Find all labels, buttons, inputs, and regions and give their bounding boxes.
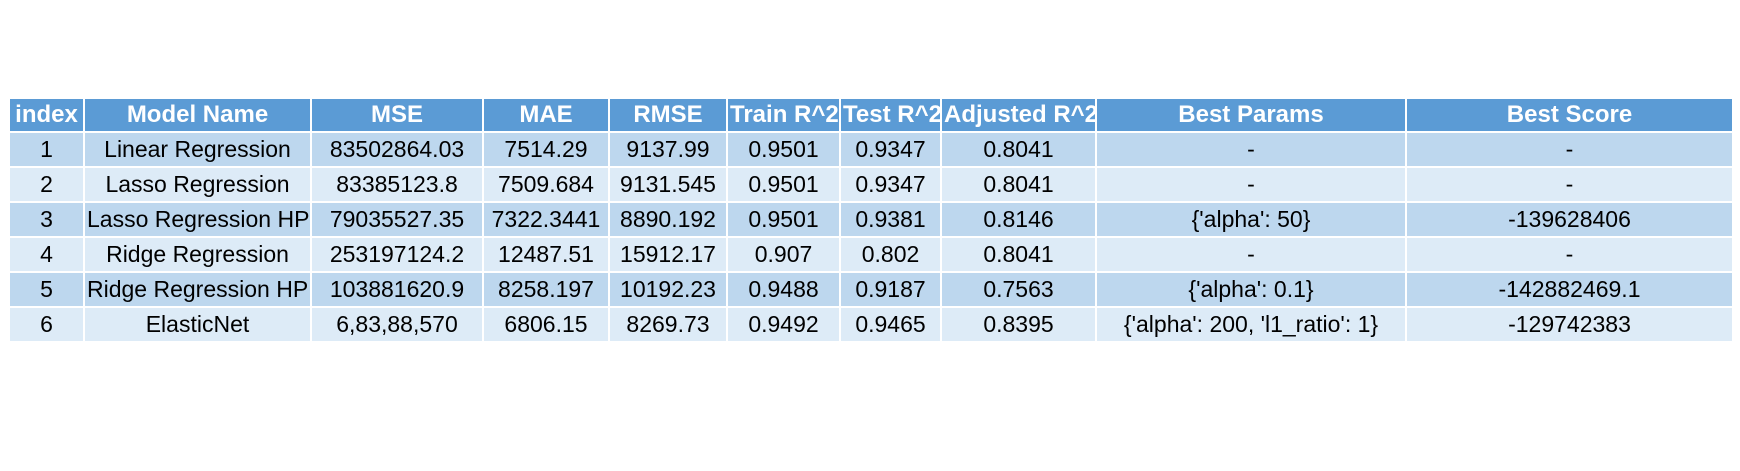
- cell-train-r2: 0.9501: [726, 201, 841, 238]
- cell-best-params: -: [1095, 166, 1407, 203]
- cell-model-name: Lasso Regression HP: [83, 201, 312, 238]
- cell-mse: 103881620.9: [310, 271, 484, 308]
- table-row: 6 ElasticNet 6,83,88,570 6806.15 8269.73…: [8, 306, 1734, 343]
- cell-index: 2: [8, 166, 85, 203]
- cell-adjusted-r2: 0.8041: [940, 236, 1097, 273]
- cell-index: 6: [8, 306, 85, 343]
- header-adjusted-r2: Adjusted R^2: [940, 97, 1097, 133]
- cell-train-r2: 0.9501: [726, 131, 841, 168]
- cell-index: 4: [8, 236, 85, 273]
- header-rmse: RMSE: [608, 97, 728, 133]
- cell-train-r2: 0.907: [726, 236, 841, 273]
- cell-train-r2: 0.9492: [726, 306, 841, 343]
- table-row: 1 Linear Regression 83502864.03 7514.29 …: [8, 131, 1734, 168]
- cell-best-params: {'alpha': 50}: [1095, 201, 1407, 238]
- cell-model-name: Linear Regression: [83, 131, 312, 168]
- cell-best-score: -129742383: [1405, 306, 1734, 343]
- cell-index: 1: [8, 131, 85, 168]
- cell-test-r2: 0.9347: [839, 131, 942, 168]
- header-train-r2: Train R^2: [726, 97, 841, 133]
- header-row: index Model Name MSE MAE RMSE Train R^2 …: [8, 97, 1734, 133]
- cell-rmse: 8269.73: [608, 306, 728, 343]
- cell-mse: 253197124.2: [310, 236, 484, 273]
- cell-test-r2: 0.9381: [839, 201, 942, 238]
- results-table-container: index Model Name MSE MAE RMSE Train R^2 …: [8, 97, 1734, 343]
- cell-index: 3: [8, 201, 85, 238]
- cell-mse: 6,83,88,570: [310, 306, 484, 343]
- cell-rmse: 9131.545: [608, 166, 728, 203]
- table-row: 4 Ridge Regression 253197124.2 12487.51 …: [8, 236, 1734, 273]
- cell-best-params: {'alpha': 0.1}: [1095, 271, 1407, 308]
- cell-best-score: -: [1405, 236, 1734, 273]
- header-test-r2: Test R^2: [839, 97, 942, 133]
- cell-adjusted-r2: 0.8146: [940, 201, 1097, 238]
- cell-train-r2: 0.9501: [726, 166, 841, 203]
- cell-rmse: 10192.23: [608, 271, 728, 308]
- cell-test-r2: 0.9187: [839, 271, 942, 308]
- table-row: 5 Ridge Regression HP 103881620.9 8258.1…: [8, 271, 1734, 308]
- cell-model-name: Lasso Regression: [83, 166, 312, 203]
- cell-mae: 7514.29: [482, 131, 610, 168]
- header-best-score: Best Score: [1405, 97, 1734, 133]
- cell-model-name: Ridge Regression HP: [83, 271, 312, 308]
- header-best-params: Best Params: [1095, 97, 1407, 133]
- header-mse: MSE: [310, 97, 484, 133]
- cell-mae: 7322.3441: [482, 201, 610, 238]
- cell-best-score: -: [1405, 166, 1734, 203]
- cell-best-params: -: [1095, 131, 1407, 168]
- cell-adjusted-r2: 0.8041: [940, 131, 1097, 168]
- model-results-table: index Model Name MSE MAE RMSE Train R^2 …: [8, 97, 1734, 343]
- cell-best-params: -: [1095, 236, 1407, 273]
- cell-mae: 12487.51: [482, 236, 610, 273]
- cell-test-r2: 0.9465: [839, 306, 942, 343]
- cell-best-score: -142882469.1: [1405, 271, 1734, 308]
- cell-best-score: -: [1405, 131, 1734, 168]
- cell-mse: 83385123.8: [310, 166, 484, 203]
- cell-model-name: ElasticNet: [83, 306, 312, 343]
- cell-mse: 79035527.35: [310, 201, 484, 238]
- cell-adjusted-r2: 0.8041: [940, 166, 1097, 203]
- header-mae: MAE: [482, 97, 610, 133]
- cell-train-r2: 0.9488: [726, 271, 841, 308]
- cell-test-r2: 0.802: [839, 236, 942, 273]
- cell-rmse: 15912.17: [608, 236, 728, 273]
- table-row: 3 Lasso Regression HP 79035527.35 7322.3…: [8, 201, 1734, 238]
- cell-adjusted-r2: 0.7563: [940, 271, 1097, 308]
- table-row: 2 Lasso Regression 83385123.8 7509.684 9…: [8, 166, 1734, 203]
- cell-adjusted-r2: 0.8395: [940, 306, 1097, 343]
- cell-model-name: Ridge Regression: [83, 236, 312, 273]
- cell-rmse: 8890.192: [608, 201, 728, 238]
- cell-rmse: 9137.99: [608, 131, 728, 168]
- cell-test-r2: 0.9347: [839, 166, 942, 203]
- cell-mae: 7509.684: [482, 166, 610, 203]
- cell-mae: 8258.197: [482, 271, 610, 308]
- cell-index: 5: [8, 271, 85, 308]
- cell-mse: 83502864.03: [310, 131, 484, 168]
- cell-mae: 6806.15: [482, 306, 610, 343]
- cell-best-score: -139628406: [1405, 201, 1734, 238]
- header-model-name: Model Name: [83, 97, 312, 133]
- cell-best-params: {'alpha': 200, 'l1_ratio': 1}: [1095, 306, 1407, 343]
- header-index: index: [8, 97, 85, 133]
